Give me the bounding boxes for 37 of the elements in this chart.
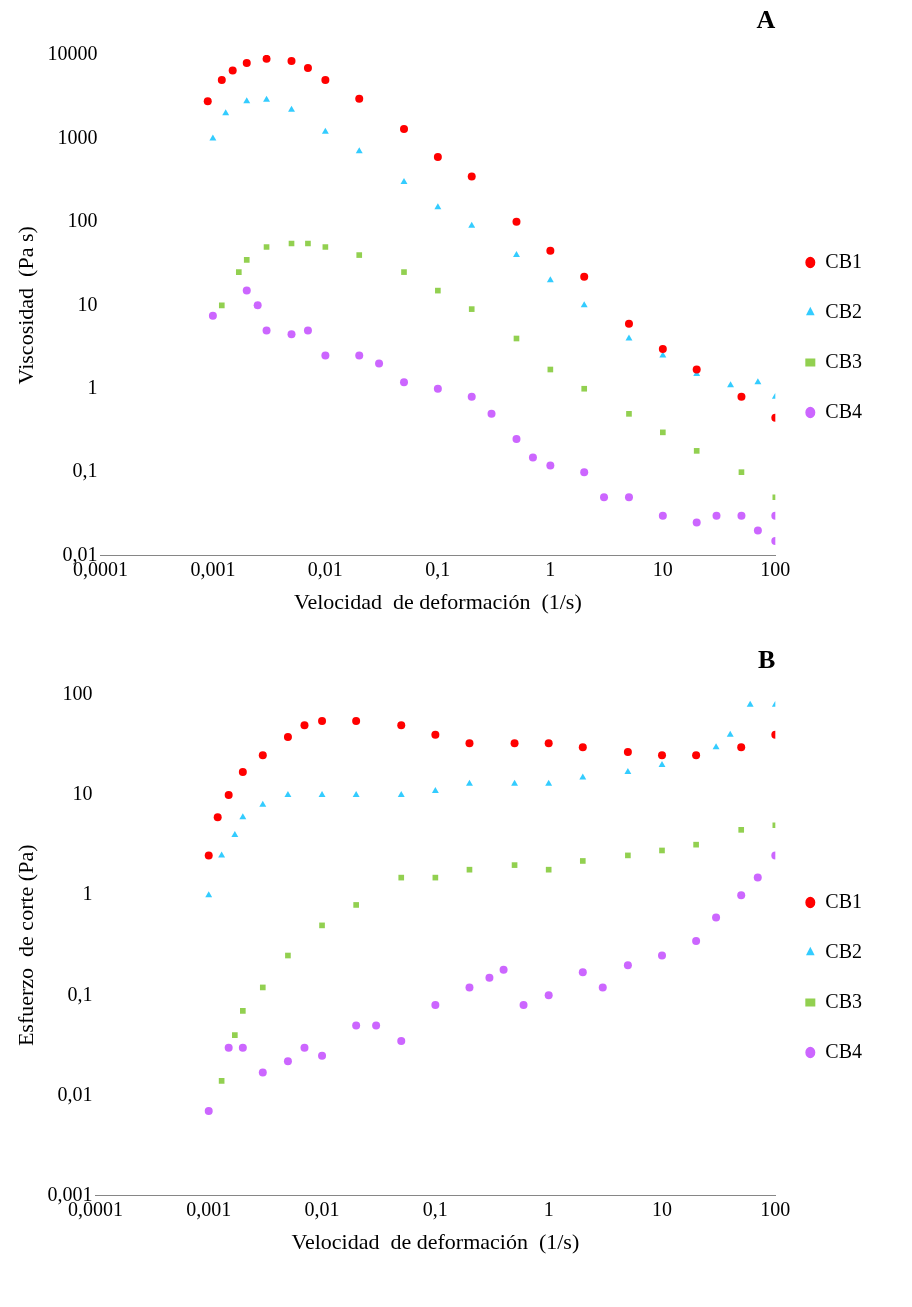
legend-label: CB1 — [825, 889, 863, 912]
x-tick-label: 1 — [543, 1197, 554, 1220]
legend-label: CB4 — [825, 1039, 863, 1062]
legend-label: CB2 — [825, 939, 863, 962]
x-tick-label: 0,01 — [307, 557, 343, 580]
x-tick-label: 10 — [652, 1197, 672, 1220]
y-axis-title: Viscosidad (Pa s) — [12, 226, 38, 385]
x-tick-label: 0,1 — [425, 557, 451, 580]
y-tick-label: 1000 — [57, 125, 98, 148]
legend-label: CB2 — [825, 299, 863, 322]
x-tick-label: 100 — [760, 557, 791, 580]
legend-label: CB3 — [825, 989, 863, 1012]
x-tick-label: 1 — [545, 557, 556, 580]
x-tick-label: 10 — [652, 557, 673, 580]
legend-label: CB1 — [825, 249, 863, 272]
y-tick-label: 100 — [62, 682, 93, 705]
x-axis-title: Velocidad de deformación (1/s) — [291, 1228, 580, 1254]
y-axis-title: Esfuerzo de corte (Pa) — [12, 844, 38, 1047]
y-tick-label: 10 — [72, 782, 93, 805]
x-tick-label: 0,01 — [304, 1197, 340, 1220]
y-tick-label: 10 — [77, 292, 98, 315]
x-tick-label: 0,1 — [422, 1197, 448, 1220]
chart-title: A — [756, 4, 776, 34]
y-tick-label: 1 — [82, 882, 93, 905]
y-tick-label: 1 — [87, 375, 98, 398]
x-tick-label: 0,001 — [186, 1197, 232, 1220]
y-tick-label: 100 — [67, 209, 98, 232]
chart-title: B — [757, 644, 776, 674]
y-tick-label: 0,1 — [67, 982, 93, 1005]
legend-label: CB3 — [825, 349, 863, 372]
y-tick-label: 10000 — [47, 42, 98, 65]
x-tick-label: 0,001 — [190, 557, 236, 580]
y-tick-label: 0,01 — [57, 1082, 93, 1105]
x-axis-title: Velocidad de deformación (1/s) — [293, 588, 582, 614]
y-tick-label: 0,1 — [72, 459, 98, 482]
x-tick-label: 100 — [760, 1197, 791, 1220]
legend-label: CB4 — [825, 399, 863, 422]
